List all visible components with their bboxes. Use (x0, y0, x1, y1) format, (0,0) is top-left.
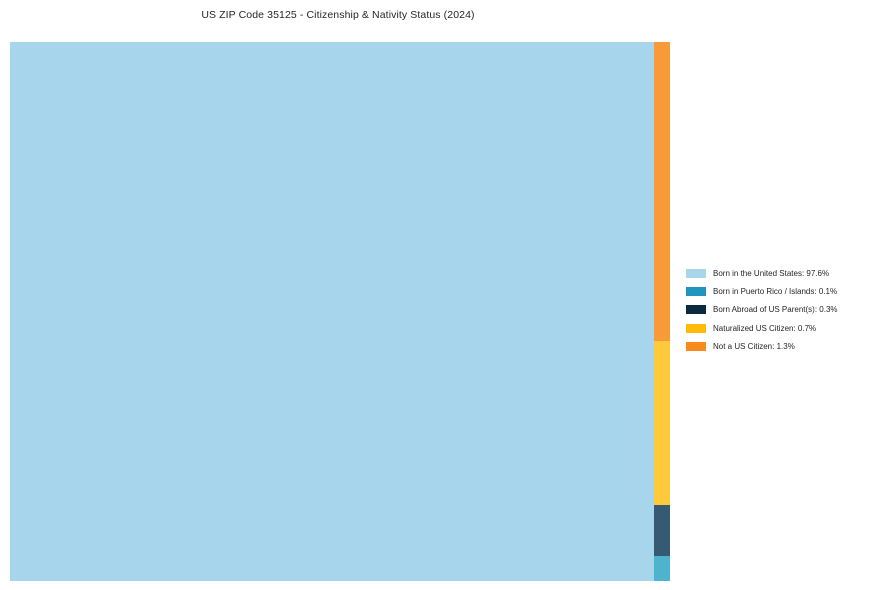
legend: Born in the United States: 97.6% Born in … (686, 264, 881, 356)
legend-swatch-icon (686, 323, 706, 333)
legend-swatch-icon (686, 305, 706, 315)
legend-item-label: Naturalized US Citizen: 0.7% (713, 323, 817, 333)
legend-swatch-icon (686, 286, 706, 296)
legend-item-label: Born in Puerto Rico / Islands: 0.1% (713, 286, 838, 296)
treemap-tile[interactable]: Naturalized US Citizen (654, 341, 670, 505)
legend-item-label: Born in the United States: 97.6% (713, 268, 830, 278)
treemap-tile[interactable]: Born in the United States (10, 42, 654, 581)
legend-item[interactable]: Naturalized US Citizen: 0.7% (686, 319, 816, 337)
legend-item[interactable]: Born in Puerto Rico / Islands: 0.1% (686, 282, 837, 300)
legend-swatch-icon (686, 341, 706, 351)
legend-item[interactable]: Not a US Citizen: 1.3% (686, 337, 795, 355)
treemap-tile[interactable]: Born in Puerto Rico / Islands (654, 556, 670, 581)
legend-item-label: Born Abroad of US Parent(s): 0.3% (713, 305, 838, 315)
treemap-plot-area: Born in the United StatesNot a US Citize… (10, 42, 670, 581)
legend-item-label: Not a US Citizen: 1.3% (713, 341, 795, 351)
treemap-tile[interactable]: Born Abroad of US Parent(s) (654, 505, 670, 556)
legend-item[interactable]: Born Abroad of US Parent(s): 0.3% (686, 301, 838, 319)
legend-swatch-icon (686, 268, 706, 278)
legend-item[interactable]: Born in the United States: 97.6% (686, 264, 829, 282)
treemap-tile[interactable]: Not a US Citizen (654, 42, 670, 341)
page-title: US ZIP Code 35125 - Citizenship & Nativi… (201, 9, 475, 21)
